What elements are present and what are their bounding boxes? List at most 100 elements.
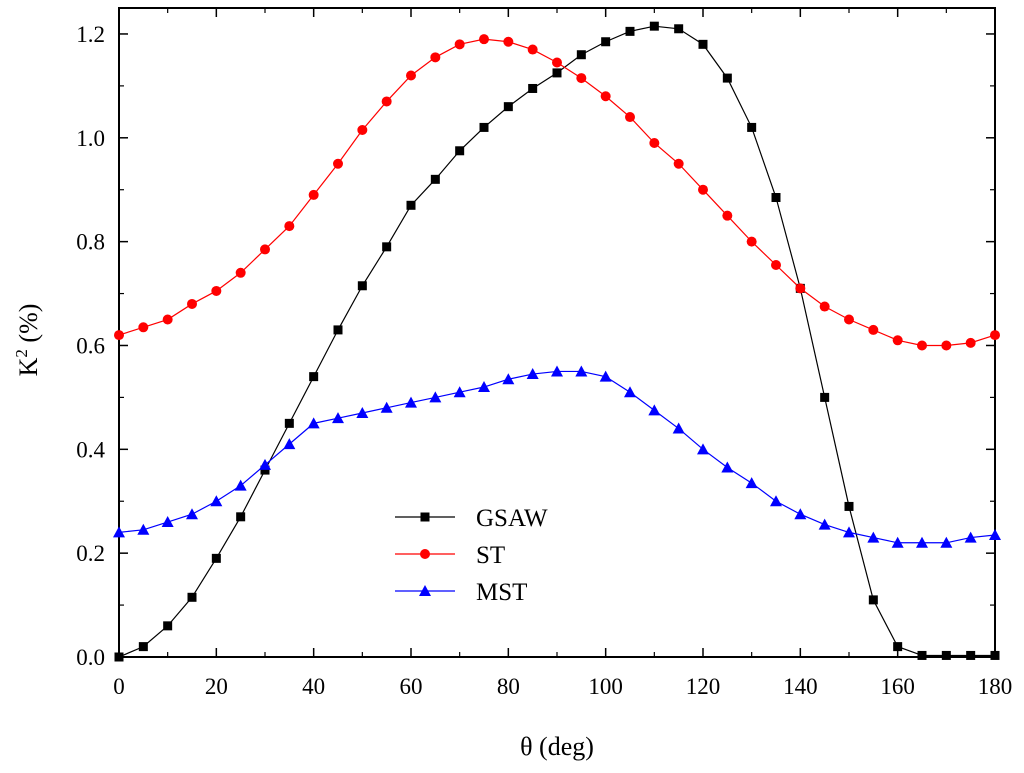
data-point-gsaw	[601, 37, 611, 47]
data-point-st	[576, 73, 587, 84]
data-point-mst	[648, 404, 661, 416]
data-point-mst	[891, 536, 904, 548]
data-point-mst	[161, 516, 174, 528]
data-point-mst	[843, 526, 855, 538]
x-tick-label: 20	[205, 674, 228, 699]
data-point-mst	[867, 531, 880, 543]
data-point-mst	[599, 370, 612, 382]
data-point-mst	[989, 528, 1001, 540]
x-tick-label: 140	[783, 674, 818, 699]
data-point-st	[844, 314, 854, 325]
data-point-mst	[770, 495, 782, 507]
data-point-st	[746, 236, 757, 247]
data-point-gsaw	[649, 21, 659, 31]
legend-label-st: ST	[476, 542, 505, 569]
data-point-gsaw	[722, 73, 732, 83]
data-point-gsaw	[552, 68, 562, 78]
y-axis-title-superscript: 2	[12, 349, 31, 358]
legend-marker-st	[420, 549, 430, 559]
data-point-st	[649, 137, 660, 148]
y-tick-label: 0.4	[76, 437, 105, 462]
legend-marker-mst	[419, 585, 431, 596]
x-tick-label: 80	[497, 674, 520, 699]
data-point-st	[284, 221, 295, 232]
data-point-gsaw	[698, 39, 708, 49]
data-point-mst	[332, 412, 344, 424]
data-point-st	[795, 283, 806, 294]
data-point-gsaw	[309, 372, 319, 382]
data-point-st	[941, 340, 952, 351]
x-axis-title: θ (deg)	[520, 732, 594, 761]
legend-label-gsaw: GSAW	[476, 505, 548, 532]
data-point-st	[868, 324, 879, 335]
data-point-mst	[405, 396, 417, 408]
data-point-st	[357, 125, 368, 136]
data-point-st	[892, 335, 903, 346]
data-point-mst	[478, 381, 490, 393]
series-mst	[113, 365, 1001, 548]
data-point-gsaw	[625, 26, 635, 36]
legend-item-gsaw: GSAW	[395, 505, 548, 532]
data-point-gsaw	[844, 501, 854, 511]
data-point-mst	[916, 536, 928, 548]
series-st	[114, 34, 1000, 351]
data-point-mst	[259, 458, 271, 470]
y-tick-label: 0.0	[76, 645, 105, 670]
legend-item-mst: MST	[395, 579, 527, 606]
data-point-st	[819, 301, 830, 312]
x-tick-label: 160	[880, 674, 915, 699]
data-point-mst	[502, 373, 515, 385]
legend: GSAW ST MST	[395, 505, 548, 606]
data-point-gsaw	[966, 650, 976, 660]
data-point-st	[114, 330, 124, 341]
data-point-gsaw	[211, 553, 221, 563]
data-point-gsaw	[260, 465, 270, 475]
tick-labels: 0 20 40 60 80 100 120 140 160 180 0.0 0.2 0.4 0.6 0.8 1…	[76, 22, 1012, 699]
data-point-mst	[380, 401, 393, 413]
data-point-st	[381, 96, 392, 107]
x-tick-label: 100	[588, 674, 623, 699]
data-point-st	[454, 39, 465, 50]
data-point-st	[771, 260, 781, 271]
x-tick-label: 60	[400, 674, 423, 699]
data-point-st	[673, 158, 684, 169]
data-point-gsaw	[941, 650, 951, 660]
data-point-gsaw	[576, 50, 586, 60]
data-point-st	[162, 314, 173, 325]
data-point-st	[260, 244, 270, 255]
data-point-mst	[186, 508, 198, 520]
data-point-gsaw	[430, 174, 440, 184]
data-point-mst	[964, 531, 977, 543]
data-point-st	[479, 34, 489, 45]
data-point-mst	[356, 406, 369, 418]
legend-item-st: ST	[395, 542, 505, 569]
data-point-mst	[745, 477, 758, 489]
data-point-st	[333, 158, 343, 169]
data-point-st	[965, 337, 976, 348]
data-point-gsaw	[333, 325, 343, 335]
data-point-gsaw	[479, 122, 489, 132]
data-point-st	[625, 112, 635, 123]
data-point-mst	[307, 417, 320, 429]
data-point-gsaw	[771, 193, 781, 203]
plot-border	[118, 7, 996, 658]
data-point-gsaw	[406, 200, 416, 210]
data-point-mst	[429, 391, 442, 403]
data-point-gsaw	[382, 242, 392, 252]
data-point-mst	[818, 518, 831, 530]
data-point-gsaw	[163, 621, 173, 631]
data-point-gsaw	[990, 650, 1000, 660]
data-point-mst	[624, 386, 636, 398]
data-point-st	[308, 189, 319, 200]
data-point-mst	[721, 461, 734, 473]
axis-ticks	[118, 8, 996, 658]
data-point-st	[138, 322, 149, 333]
data-point-st	[552, 57, 562, 68]
data-point-gsaw	[236, 512, 246, 522]
x-tick-label: 180	[978, 674, 1013, 699]
data-point-mst	[453, 386, 466, 398]
y-tick-label: 0.6	[76, 333, 105, 358]
legend-marker-gsaw	[420, 512, 430, 522]
data-point-mst	[794, 508, 807, 520]
